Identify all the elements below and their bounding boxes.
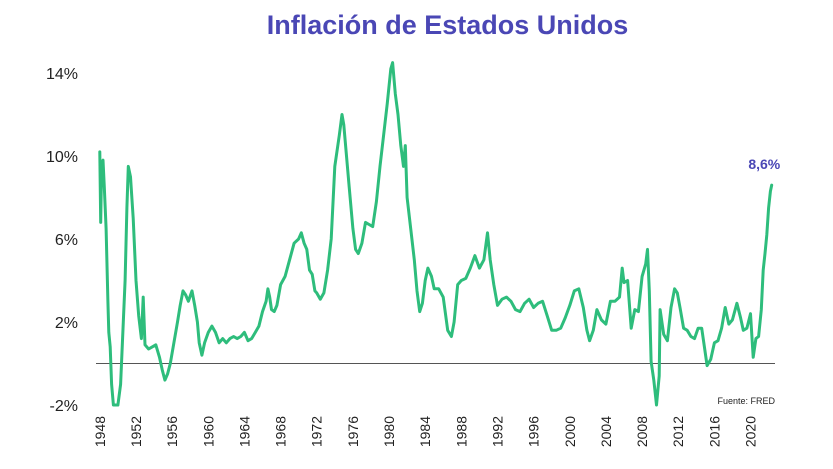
source-note: Fuente: FRED [717, 396, 775, 406]
x-tick-label: 1992 [489, 416, 505, 447]
latest-value-annotation: 8,6% [748, 156, 780, 172]
x-tick-label: 1968 [273, 416, 289, 447]
chart-title: Inflación de Estados Unidos [266, 10, 629, 40]
inflation-series-line [98, 61, 774, 407]
x-tick-label: 2008 [634, 416, 650, 447]
x-tick-label: 2016 [706, 416, 722, 447]
x-tick-label: 2020 [743, 416, 759, 447]
x-tick-label: 1972 [309, 416, 325, 447]
y-tick-label: 2% [55, 315, 78, 332]
x-tick-label: 1952 [128, 416, 144, 447]
x-tick-label: 1948 [92, 416, 108, 447]
x-tick-label: 2000 [562, 416, 578, 447]
x-tick-label: 1984 [417, 416, 433, 447]
x-tick-label: 1988 [453, 416, 469, 447]
y-axis-tick-labels: 14% 10% 6% 2% -2% [46, 66, 78, 415]
x-tick-label: 1996 [526, 416, 542, 447]
x-axis-tick-labels: 1948 1952 1956 1960 1964 1968 1972 1976 1980 1984… [92, 416, 759, 447]
x-tick-label: 1956 [164, 416, 180, 447]
y-tick-label: 14% [46, 66, 78, 83]
x-tick-label: 1960 [200, 416, 216, 447]
x-tick-label: 2012 [670, 416, 686, 447]
y-tick-label: 10% [46, 149, 78, 166]
x-tick-label: 1976 [345, 416, 361, 447]
x-tick-label: 1980 [381, 416, 397, 447]
y-tick-label: -2% [50, 398, 78, 415]
y-tick-label: 6% [55, 232, 78, 249]
x-tick-label: 2004 [598, 416, 614, 447]
x-tick-label: 1964 [236, 416, 252, 447]
